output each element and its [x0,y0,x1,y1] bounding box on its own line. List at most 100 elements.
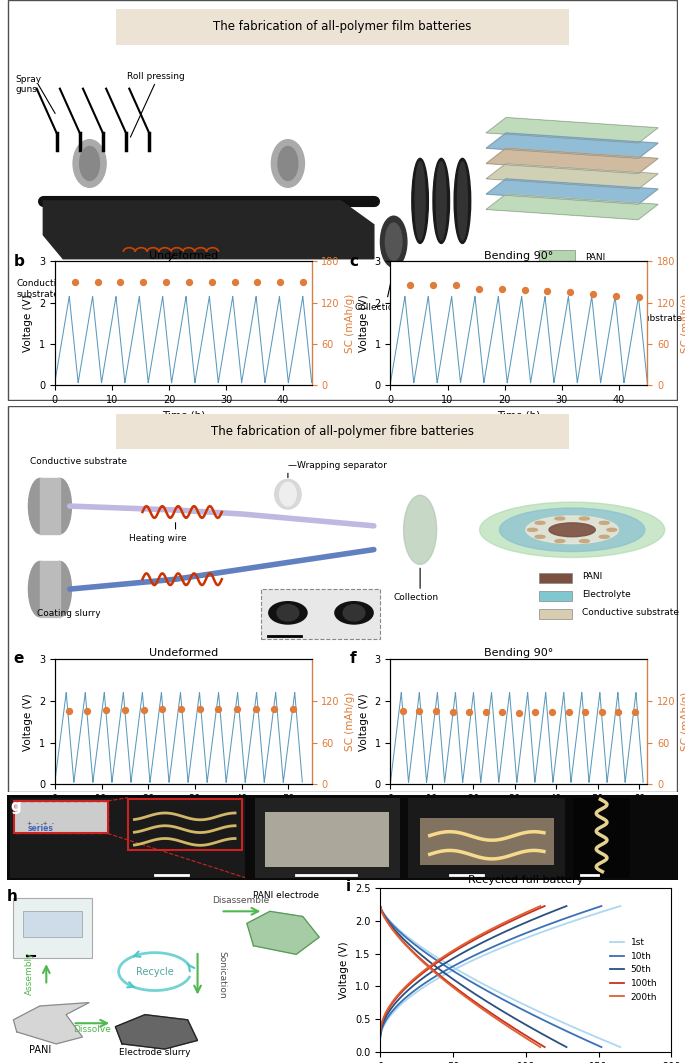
Point [288,701,299,718]
Ellipse shape [386,223,402,260]
Text: Recycle: Recycle [136,966,174,977]
Bar [265,812,390,867]
Ellipse shape [499,508,645,552]
Y-axis label: Voltage (V): Voltage (V) [339,941,349,999]
Point [542,283,553,300]
Ellipse shape [73,139,106,187]
Point [480,704,491,721]
Polygon shape [14,1002,89,1044]
50th [547,906,555,918]
Line: 50th: 50th [380,906,566,1035]
Text: Electrolyte: Electrolyte [586,283,634,292]
Point [160,273,171,290]
Bar [256,797,399,878]
100th [386,1000,394,1013]
Text: i: i [346,879,351,894]
Ellipse shape [580,540,589,542]
FancyBboxPatch shape [94,411,591,451]
Ellipse shape [342,604,366,622]
Text: e: e [14,652,24,667]
50th [376,1029,384,1042]
10th [376,1031,384,1044]
Title: Undeformed: Undeformed [149,251,218,260]
Point [397,703,408,720]
Y-axis label: SC (mAh/g): SC (mAh/g) [345,692,356,752]
10th [597,899,606,912]
Point [213,701,224,718]
Point [194,701,205,718]
10th [417,979,425,992]
Point [184,273,195,290]
Point [138,702,149,719]
200th [386,999,394,1012]
X-axis label: Time (h): Time (h) [162,410,205,420]
Bar [573,797,630,878]
Point [275,273,286,290]
Y-axis label: SC (mAh/g): SC (mAh/g) [681,293,685,353]
10th [578,906,586,918]
Ellipse shape [403,495,436,564]
Y-axis label: Voltage (V): Voltage (V) [23,693,34,750]
Bar [14,897,92,958]
Y-axis label: Voltage (V): Voltage (V) [359,294,369,352]
Point [250,701,261,718]
Bar [14,802,108,833]
Polygon shape [486,164,658,189]
X-axis label: Time (h): Time (h) [162,810,205,820]
Bar [420,819,554,865]
Point [414,703,425,720]
Ellipse shape [479,502,664,557]
Ellipse shape [526,516,619,543]
200th [406,976,414,989]
Line: 200th: 200th [380,906,540,1032]
Point [513,704,524,721]
Point [564,284,575,301]
Point [427,277,438,294]
1st [386,1010,394,1023]
1st [440,968,448,981]
Text: Electrode slurry: Electrode slurry [119,1048,190,1057]
Point [229,273,240,290]
Point [252,273,263,290]
Text: Coating slurry: Coating slurry [37,609,100,618]
200th [419,965,427,978]
Ellipse shape [278,147,298,181]
Ellipse shape [334,601,374,625]
Point [451,277,462,294]
Line: 10th: 10th [380,906,601,1037]
Text: series: series [27,824,53,832]
Polygon shape [486,179,658,204]
Bar [40,478,60,534]
Ellipse shape [268,601,308,625]
Ellipse shape [48,478,71,534]
Text: Conductive substrate: Conductive substrate [30,457,127,466]
Legend: 1st, 10th, 50th, 100th, 200th: 1st, 10th, 50th, 100th, 200th [606,934,661,1006]
10th [435,967,443,980]
Ellipse shape [535,521,545,524]
Y-axis label: SC (mAh/g): SC (mAh/g) [345,293,356,353]
Ellipse shape [549,523,595,537]
Polygon shape [43,201,374,258]
Point [115,273,126,290]
100th [532,904,540,916]
Polygon shape [486,133,658,158]
Text: Conductive
substrate: Conductive substrate [17,280,68,299]
Polygon shape [247,911,319,955]
Polygon shape [486,118,658,144]
100th [376,1028,384,1041]
Ellipse shape [580,517,589,520]
Text: Sonication: Sonication [217,951,226,999]
Point [101,702,112,719]
Title: Bending 90°: Bending 90° [484,648,553,658]
Text: Dissolve: Dissolve [73,1025,111,1034]
Ellipse shape [599,536,609,538]
Ellipse shape [412,158,428,243]
Bar [262,589,380,639]
Point [497,704,508,721]
100th [407,977,415,990]
Title: Undeformed: Undeformed [149,648,218,658]
50th [387,1001,395,1014]
Point [630,704,640,721]
Bar [539,250,575,269]
Text: Collection: Collection [394,593,439,602]
